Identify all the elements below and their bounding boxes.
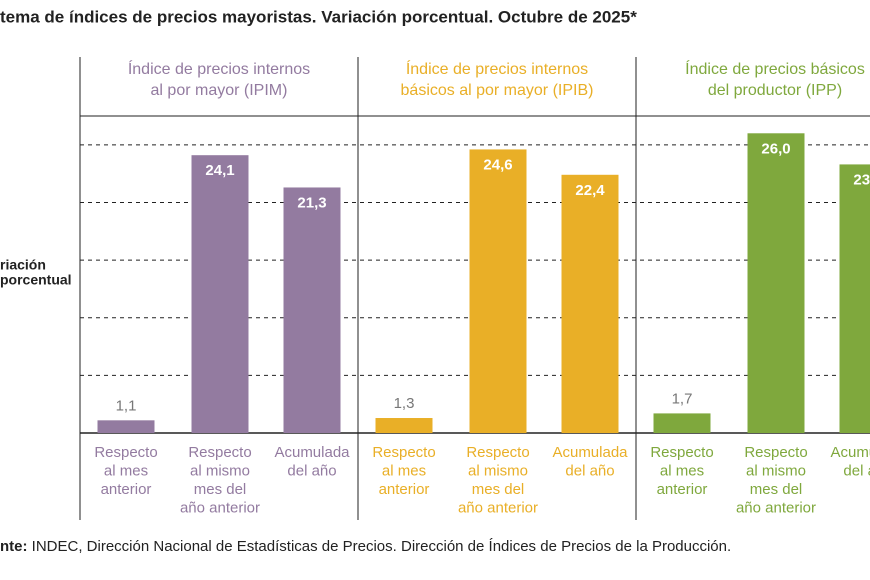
bar bbox=[747, 133, 805, 434]
x-tick-label: del año bbox=[843, 462, 870, 479]
x-tick-label: anterior bbox=[101, 481, 152, 498]
source-text: INDEC, Dirección Nacional de Estadística… bbox=[32, 538, 732, 555]
value-label: 23,3 bbox=[853, 171, 870, 188]
x-tick-label: anterior bbox=[379, 481, 430, 498]
x-tick-label: Acumulada bbox=[274, 444, 350, 461]
bar bbox=[375, 418, 433, 433]
x-tick-label: Respecto bbox=[744, 444, 807, 461]
y-label: riación bbox=[0, 257, 46, 273]
panel-title: Índice de precios internos bbox=[128, 59, 310, 78]
value-label: 26,0 bbox=[761, 140, 790, 157]
value-label: 1,3 bbox=[394, 395, 415, 412]
chart-title: tema de índices de precios mayoristas. V… bbox=[0, 7, 637, 26]
bar bbox=[561, 174, 619, 433]
y-label: porcentual bbox=[0, 272, 72, 288]
x-tick-label: al mismo bbox=[468, 462, 528, 479]
value-label: 24,6 bbox=[483, 156, 512, 173]
x-tick-label: mes del bbox=[472, 481, 525, 498]
value-label: 1,1 bbox=[116, 397, 137, 414]
bar bbox=[839, 164, 870, 433]
bar bbox=[653, 413, 711, 433]
x-tick-label: al mes bbox=[660, 462, 704, 479]
x-tick-label: Respecto bbox=[94, 444, 157, 461]
x-tick-label: al mes bbox=[382, 462, 426, 479]
value-label: 24,1 bbox=[205, 162, 234, 179]
x-tick-label: año anterior bbox=[180, 499, 260, 516]
source-label: nte: bbox=[0, 538, 28, 555]
x-tick-label: Respecto bbox=[188, 444, 251, 461]
x-tick-label: mes del bbox=[194, 481, 247, 498]
bar bbox=[283, 187, 341, 433]
x-tick-label: Respecto bbox=[372, 444, 435, 461]
x-tick-label: Acumulada bbox=[830, 444, 870, 461]
bar bbox=[97, 420, 155, 433]
x-tick-label: Respecto bbox=[650, 444, 713, 461]
bar bbox=[469, 149, 527, 434]
value-label: 1,7 bbox=[672, 390, 693, 407]
panel-title: Índice de precios internos bbox=[406, 59, 588, 78]
x-tick-label: Respecto bbox=[466, 444, 529, 461]
x-tick-label: Acumulada bbox=[552, 444, 628, 461]
value-label: 21,3 bbox=[297, 194, 326, 211]
value-label: 22,4 bbox=[575, 182, 605, 199]
x-tick-label: anterior bbox=[657, 481, 708, 498]
source: nte: INDEC, Dirección Nacional de Estadí… bbox=[0, 538, 731, 555]
x-tick-label: del año bbox=[565, 462, 614, 479]
bar bbox=[191, 155, 249, 433]
panel-title: Índice de precios básicos bbox=[685, 59, 865, 78]
x-tick-label: al mes bbox=[104, 462, 148, 479]
panel-title: del productor (IPP) bbox=[708, 82, 842, 99]
x-tick-label: mes del bbox=[750, 481, 803, 498]
x-tick-label: del año bbox=[287, 462, 336, 479]
x-tick-label: al mismo bbox=[746, 462, 806, 479]
x-tick-label: año anterior bbox=[736, 499, 816, 516]
panel-title: al por mayor (IPIM) bbox=[151, 82, 288, 99]
panel-title: básicos al por mayor (IPIB) bbox=[401, 82, 594, 99]
x-tick-label: al mismo bbox=[190, 462, 250, 479]
x-tick-label: año anterior bbox=[458, 499, 538, 516]
